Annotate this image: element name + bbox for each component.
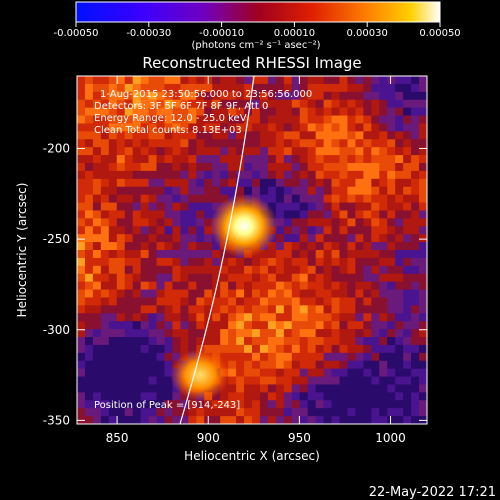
x-axis-label: Heliocentric X (arcsec) <box>184 449 320 463</box>
y-tick-label: -300 <box>43 323 70 337</box>
x-tick-label: 1000 <box>375 431 406 445</box>
colorbar-tick-label: -0.00050 <box>54 28 99 39</box>
clean-counts: Clean Total counts: 8.13E+03 <box>94 125 242 136</box>
detectors-label: Detectors: 3F 5F 6F 7F 8F 9F, Att 0 <box>94 101 268 112</box>
energy-range: Energy Range: 12.0 - 25.0 keV <box>94 113 247 124</box>
plot-title: Reconstructed RHESSI Image <box>142 54 361 72</box>
colorbar-tick-label: -0.00010 <box>199 28 244 39</box>
plot-frame <box>76 75 428 425</box>
peak-position: Position of Peak = [914,-243] <box>94 400 240 411</box>
x-tick-label: 850 <box>106 431 129 445</box>
peak-source <box>210 194 278 258</box>
x-tick-label: 950 <box>288 431 311 445</box>
time-range: 1-Aug-2015 23:50:56.000 to 23:56:56.000 <box>100 89 312 100</box>
colorbar-tick-label: 0.00010 <box>274 28 315 39</box>
generated-date: 22-May-2022 17:21 <box>369 485 496 500</box>
y-tick-label: -250 <box>43 232 70 246</box>
y-axis-label: Heliocentric Y (arcsec) <box>15 183 29 318</box>
secondary-source <box>170 349 230 401</box>
solar-limb-line <box>179 76 255 424</box>
y-tick-label: -200 <box>43 142 70 156</box>
colorbar-tick-label: 0.00030 <box>347 28 388 39</box>
y-tick-label: -350 <box>43 413 70 427</box>
colorbar-tick-label: 0.00050 <box>419 28 460 39</box>
colorbar-tick-label: -0.00030 <box>126 28 171 39</box>
colorbar-units: (photons cm⁻² s⁻¹ asec⁻²) <box>191 40 320 51</box>
x-tick-label: 900 <box>197 431 220 445</box>
axis-ticks: 850 900 950 1000 -200 -250 -300 -350 <box>43 76 427 445</box>
heatmap-image <box>77 76 427 424</box>
colorbar-ticks: -0.00050 -0.00030 -0.00010 0.00010 0.00030 0.… <box>54 22 461 39</box>
colorbar <box>75 1 441 23</box>
